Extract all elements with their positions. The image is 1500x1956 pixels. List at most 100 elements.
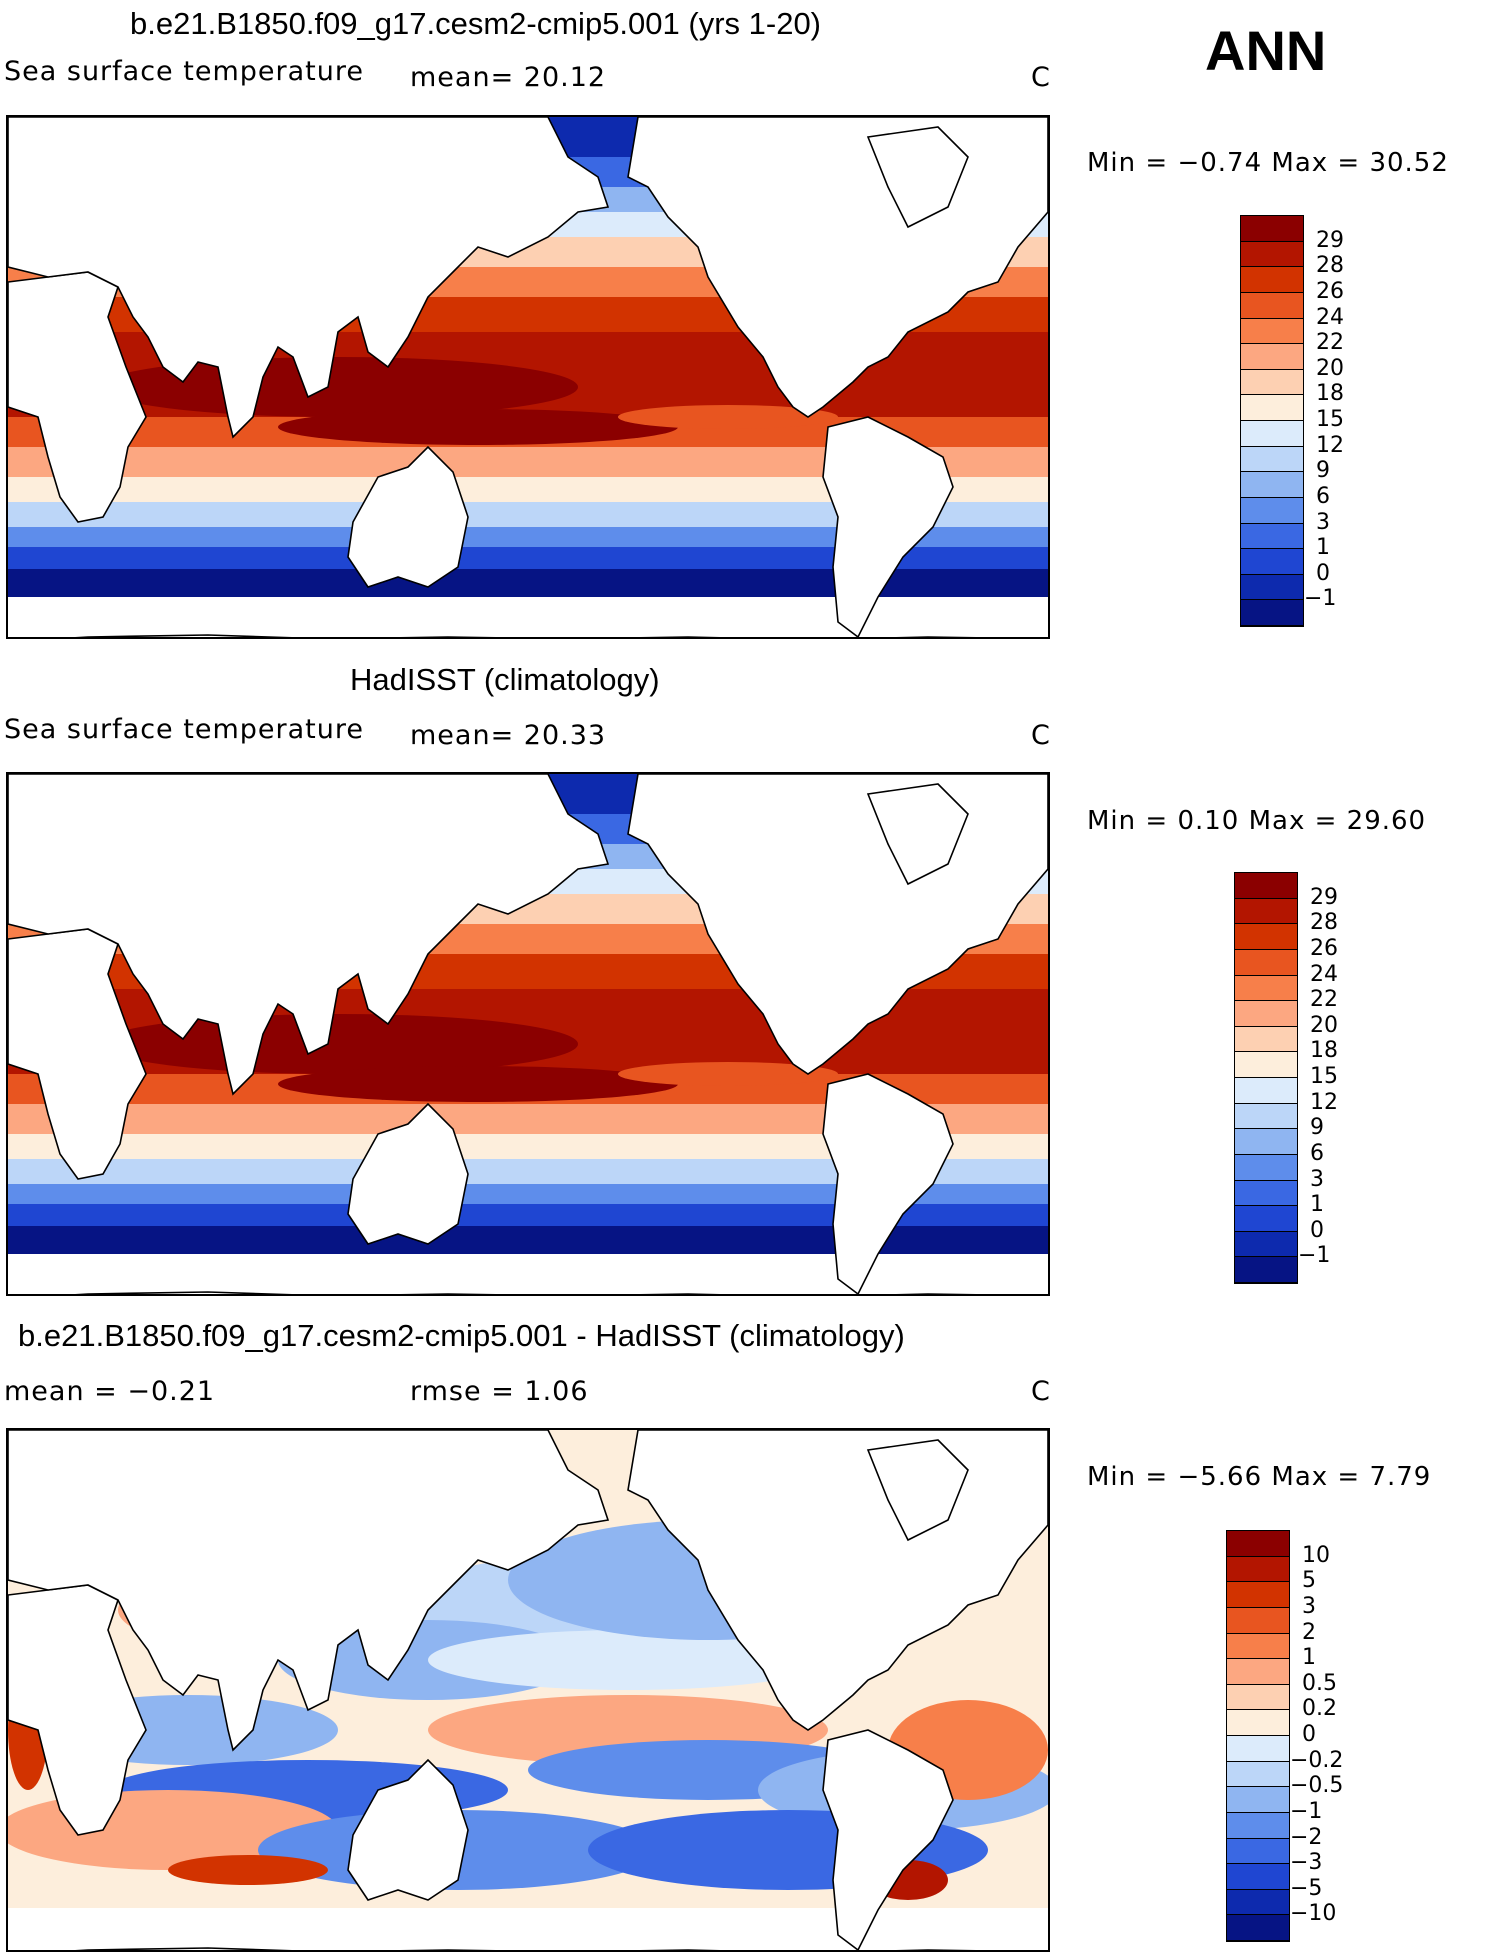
colorbar-label: 3 — [1316, 509, 1330, 535]
colorbar-label: −1 — [1290, 1798, 1323, 1824]
land-greenland — [866, 783, 969, 886]
colorbar-label: 5 — [1302, 1568, 1316, 1594]
land-australia — [347, 1758, 469, 1901]
colorbar-swatch — [1241, 497, 1303, 524]
colorbar-label: 9 — [1316, 458, 1330, 484]
panel-1-title: b.e21.B1850.f09_g17.cesm2-cmip5.001 (yrs… — [130, 6, 822, 41]
colorbar-swatch — [1241, 574, 1303, 601]
colorbar-swatch — [1227, 1607, 1289, 1634]
colorbar-swatch — [1241, 549, 1303, 575]
colorbar-swatch — [1235, 1154, 1297, 1181]
colorbar-label: 29 — [1310, 884, 1338, 910]
land-australia — [347, 445, 469, 588]
panel-3-units: C — [1031, 1376, 1051, 1407]
panel-3-colorbar — [1226, 1530, 1290, 1942]
colorbar-label: −5 — [1290, 1875, 1323, 1901]
panel-1-map — [6, 115, 1050, 639]
colorbar-swatch — [1227, 1864, 1289, 1890]
colorbar-swatch — [1235, 1257, 1297, 1283]
colorbar-swatch — [1235, 1206, 1297, 1232]
colorbar-label: 6 — [1310, 1140, 1324, 1166]
colorbar-swatch — [1241, 395, 1303, 421]
panel-3-title: b.e21.B1850.f09_g17.cesm2-cmip5.001 - Ha… — [18, 1318, 905, 1353]
panel-2-minmax: Min = 0.10 Max = 29.60 — [1087, 806, 1427, 836]
colorbar-swatch — [1241, 600, 1303, 626]
panel-2-colorbar — [1234, 872, 1298, 1284]
colorbar-swatch — [1235, 1052, 1297, 1078]
land-eurasia — [8, 117, 610, 439]
colorbar-label: 18 — [1316, 381, 1344, 407]
colorbar-label: 28 — [1310, 910, 1338, 936]
panel-2-variable: Sea surface temperature — [4, 714, 364, 745]
colorbar-label: 0.5 — [1302, 1670, 1337, 1696]
colorbar-swatch — [1241, 523, 1303, 550]
colorbar-label: 2 — [1302, 1619, 1316, 1645]
colorbar-label: 0 — [1316, 560, 1330, 586]
colorbar-label: 20 — [1316, 355, 1344, 381]
colorbar-swatch — [1227, 1582, 1289, 1608]
colorbar-label: 6 — [1316, 483, 1330, 509]
panel-2-map — [6, 772, 1050, 1296]
colorbar-label: −1 — [1298, 1243, 1331, 1269]
colorbar-swatch — [1241, 267, 1303, 293]
colorbar-label: −1 — [1304, 586, 1337, 612]
land-greenland — [866, 1439, 969, 1542]
colorbar-label: 10 — [1302, 1542, 1330, 1568]
colorbar-swatch — [1235, 975, 1297, 1002]
colorbar-label: 1 — [1310, 1192, 1324, 1218]
colorbar-swatch — [1235, 1231, 1297, 1258]
colorbar-label: −0.5 — [1290, 1773, 1344, 1799]
colorbar-swatch — [1227, 1812, 1289, 1839]
colorbar-label: 15 — [1316, 407, 1344, 432]
colorbar-swatch — [1235, 1103, 1297, 1130]
colorbar-label: −3 — [1290, 1850, 1323, 1876]
colorbar-label: 26 — [1310, 935, 1338, 961]
colorbar-label: 29 — [1316, 227, 1344, 253]
colorbar-label: 9 — [1310, 1115, 1324, 1141]
colorbar-swatch — [1227, 1684, 1289, 1711]
panel-2-mean: mean= 20.33 — [410, 720, 607, 751]
colorbar-swatch — [1241, 241, 1303, 268]
colorbar-swatch — [1241, 421, 1303, 447]
colorbar-swatch — [1241, 472, 1303, 498]
colorbar-swatch — [1227, 1761, 1289, 1788]
colorbar-label: 3 — [1302, 1593, 1316, 1619]
colorbar-label: 22 — [1310, 987, 1338, 1013]
colorbar-label: 12 — [1316, 432, 1344, 458]
colorbar-swatch — [1227, 1787, 1289, 1813]
colorbar-swatch — [1235, 873, 1297, 899]
land-antarctica — [75, 634, 977, 637]
land-eurasia — [8, 1430, 610, 1752]
colorbar-label: 0 — [1302, 1722, 1316, 1747]
colorbar-label: −0.2 — [1290, 1747, 1344, 1773]
panel-1-colorbar — [1240, 215, 1304, 627]
colorbar-swatch — [1235, 898, 1297, 925]
panel-2-units: C — [1031, 720, 1051, 751]
land-greenland — [866, 126, 969, 229]
colorbar-swatch — [1227, 1659, 1289, 1685]
panel-3-minmax: Min = −5.66 Max = 7.79 — [1087, 1462, 1432, 1492]
colorbar-swatch — [1241, 344, 1303, 370]
colorbar-swatch — [1241, 216, 1303, 242]
colorbar-swatch — [1227, 1556, 1289, 1583]
land-samerica — [822, 416, 954, 637]
colorbar-swatch — [1235, 1129, 1297, 1155]
panel-1-mean: mean= 20.12 — [410, 62, 607, 93]
panel-1-variable: Sea surface temperature — [4, 56, 364, 87]
colorbar-swatch — [1227, 1633, 1289, 1660]
land-samerica — [822, 1729, 954, 1950]
colorbar-label: 24 — [1310, 961, 1338, 987]
colorbar-swatch — [1227, 1736, 1289, 1762]
colorbar-swatch — [1227, 1710, 1289, 1736]
colorbar-swatch — [1235, 1026, 1297, 1053]
colorbar-swatch — [1235, 924, 1297, 950]
colorbar-label: 26 — [1316, 278, 1344, 304]
colorbar-swatch — [1241, 292, 1303, 319]
colorbar-swatch — [1227, 1531, 1289, 1557]
colorbar-swatch — [1241, 318, 1303, 345]
colorbar-swatch — [1227, 1889, 1289, 1916]
colorbar-label: −10 — [1290, 1901, 1337, 1927]
colorbar-label: 18 — [1310, 1038, 1338, 1064]
colorbar-swatch — [1227, 1915, 1289, 1941]
colorbar-label: 1 — [1302, 1645, 1316, 1671]
